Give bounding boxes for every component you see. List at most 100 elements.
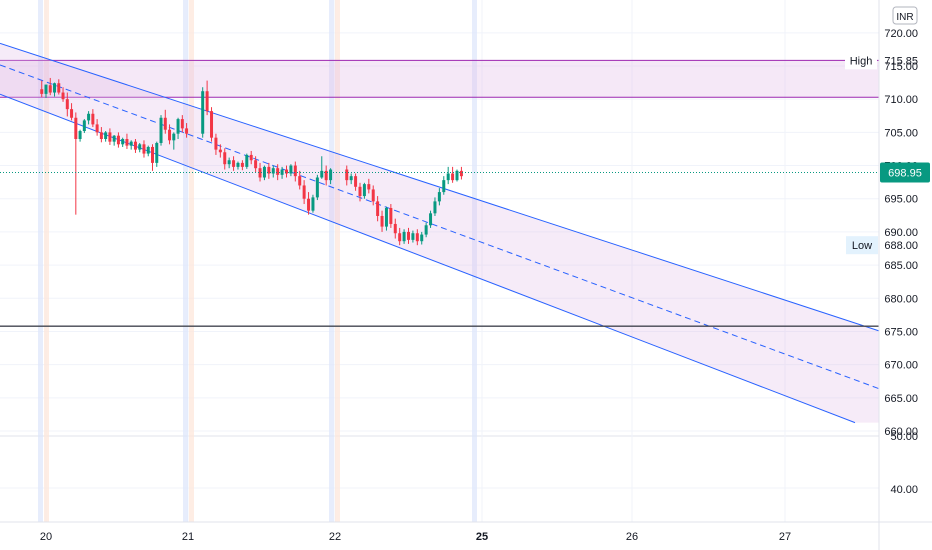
candle-body bbox=[121, 139, 125, 145]
candle bbox=[380, 210, 384, 232]
candle bbox=[87, 111, 91, 125]
time-tick-label: 22 bbox=[329, 531, 341, 543]
candle-body bbox=[254, 160, 258, 169]
channel-middle-line[interactable] bbox=[0, 64, 880, 390]
candle-body bbox=[424, 225, 428, 235]
candle bbox=[349, 173, 353, 185]
candle-body bbox=[236, 162, 240, 167]
candle-body bbox=[108, 132, 112, 142]
candle bbox=[159, 115, 163, 146]
price-tick-label: 670.00 bbox=[884, 360, 918, 372]
candle-body bbox=[289, 165, 293, 174]
candle-body bbox=[389, 208, 393, 224]
candle bbox=[324, 165, 328, 186]
candle bbox=[411, 230, 415, 243]
candle bbox=[271, 165, 275, 178]
candle bbox=[393, 218, 397, 239]
candle-body bbox=[459, 170, 463, 177]
candle-body bbox=[205, 91, 209, 112]
candle-body bbox=[151, 146, 154, 163]
candle bbox=[358, 182, 362, 202]
candle-body bbox=[82, 120, 86, 132]
candle bbox=[315, 174, 319, 201]
candle bbox=[53, 82, 57, 97]
candle bbox=[345, 165, 349, 186]
candle bbox=[376, 196, 380, 222]
regression-channel[interactable] bbox=[0, 42, 880, 424]
candle-body bbox=[411, 233, 415, 240]
candle-body bbox=[451, 173, 455, 181]
candle bbox=[223, 148, 227, 170]
candle-body bbox=[240, 162, 244, 167]
candle bbox=[459, 166, 463, 180]
price-scale[interactable]: INR720.00715.00710.00705.00700.00695.006… bbox=[845, 0, 932, 550]
candle-body bbox=[384, 208, 388, 227]
session-separator bbox=[189, 0, 194, 522]
candle-body bbox=[180, 119, 184, 129]
candle-body bbox=[284, 169, 288, 174]
candle-body bbox=[380, 215, 384, 227]
candle bbox=[108, 128, 112, 145]
candle bbox=[112, 135, 116, 146]
candle bbox=[424, 222, 428, 238]
candle bbox=[99, 127, 103, 143]
time-tick-label: 26 bbox=[626, 531, 638, 543]
session-separator bbox=[44, 0, 49, 522]
candle-body bbox=[398, 233, 402, 242]
candle bbox=[172, 132, 176, 150]
channel-upper-line[interactable] bbox=[0, 42, 880, 332]
candle-body bbox=[48, 85, 52, 93]
time-tick-label: 25 bbox=[476, 531, 488, 543]
candle-body bbox=[218, 149, 222, 153]
candle-body bbox=[99, 132, 103, 139]
candle bbox=[267, 162, 271, 179]
candle-body bbox=[420, 234, 424, 242]
low-label: Low bbox=[852, 240, 872, 252]
time-scale[interactable]: 20 21 22 25 26 27 bbox=[0, 521, 932, 543]
candle bbox=[61, 87, 65, 102]
candle-body bbox=[446, 173, 450, 181]
time-tick-label: 20 bbox=[40, 531, 52, 543]
candle bbox=[232, 156, 236, 171]
candle-body bbox=[258, 168, 262, 178]
candle bbox=[70, 103, 74, 121]
candle-body bbox=[349, 176, 353, 181]
currency-badge-box[interactable] bbox=[892, 6, 918, 25]
candle bbox=[258, 162, 262, 182]
candle-body bbox=[429, 213, 433, 226]
candle bbox=[289, 164, 293, 177]
candle-body bbox=[302, 185, 306, 199]
candle-body bbox=[163, 117, 167, 130]
candle-body bbox=[146, 146, 150, 154]
candle bbox=[240, 160, 244, 171]
candle bbox=[205, 80, 209, 116]
candle-body bbox=[315, 177, 319, 198]
candle-body bbox=[172, 133, 176, 141]
candle-body bbox=[61, 92, 65, 100]
channel-fill[interactable] bbox=[0, 43, 879, 423]
candle bbox=[116, 132, 120, 148]
candle-body bbox=[155, 142, 159, 163]
candle bbox=[104, 131, 108, 142]
price-tick-label: 705.00 bbox=[884, 127, 918, 139]
candle bbox=[329, 168, 333, 185]
candle bbox=[249, 150, 253, 165]
candle bbox=[176, 117, 180, 139]
candle-body bbox=[223, 152, 227, 165]
candle-body bbox=[176, 119, 180, 134]
candle-body bbox=[214, 137, 218, 150]
high-label-box bbox=[845, 51, 877, 70]
price-tick-label: 675.00 bbox=[884, 326, 918, 338]
candle-body bbox=[324, 170, 328, 181]
candle-body bbox=[133, 141, 137, 150]
candle-body bbox=[437, 192, 441, 202]
session-separator bbox=[38, 0, 43, 522]
time-tick-label: 27 bbox=[779, 531, 791, 543]
candle bbox=[254, 156, 258, 173]
candle bbox=[398, 227, 402, 246]
currency-label: INR bbox=[896, 12, 913, 23]
candle bbox=[384, 206, 388, 231]
candle bbox=[65, 92, 69, 117]
candle-body bbox=[293, 165, 297, 177]
